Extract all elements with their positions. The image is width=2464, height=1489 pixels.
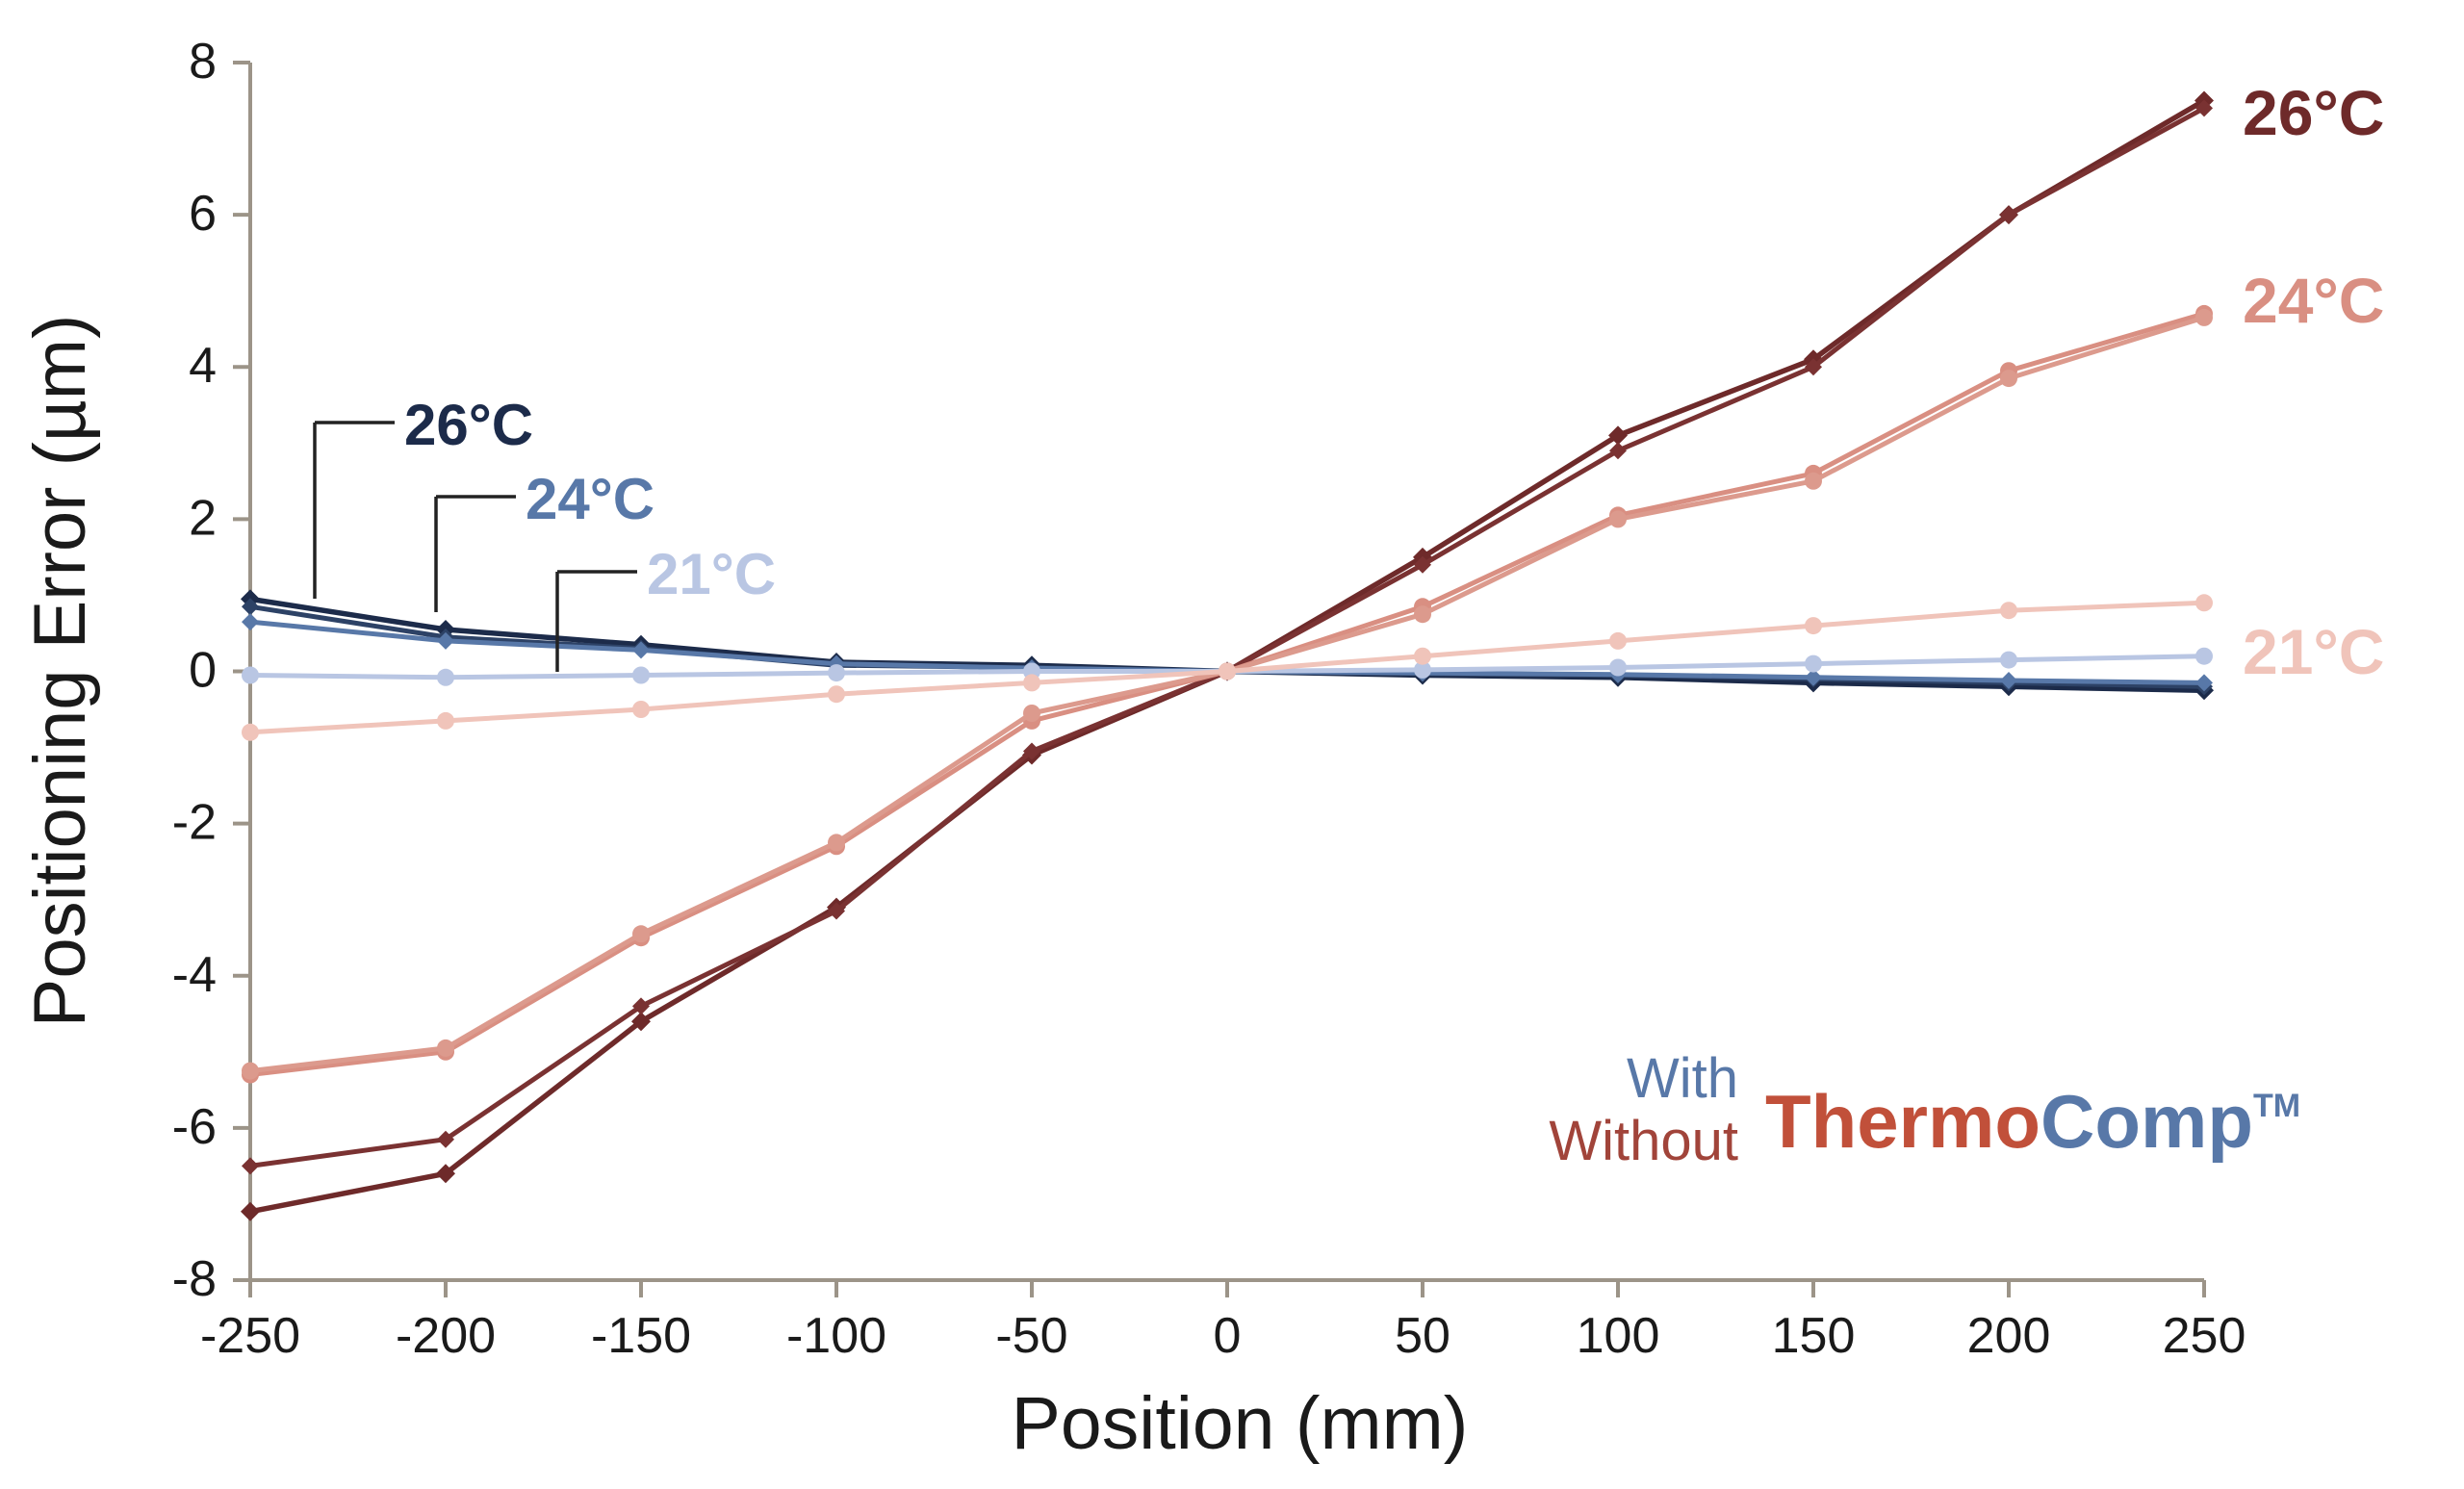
- svg-text:-6: -6: [172, 1099, 217, 1155]
- svg-text:2: 2: [189, 490, 217, 546]
- svg-text:Positioning Error (µm): Positioning Error (µm): [19, 315, 101, 1028]
- svg-text:-100: -100: [786, 1308, 886, 1364]
- svg-text:8: 8: [189, 34, 217, 90]
- svg-text:100: 100: [1577, 1308, 1660, 1364]
- svg-text:-250: -250: [200, 1308, 300, 1364]
- svg-text:21°C: 21°C: [647, 542, 776, 606]
- svg-text:50: 50: [1395, 1308, 1450, 1364]
- svg-text:24°C: 24°C: [2243, 265, 2384, 336]
- svg-text:-4: -4: [172, 947, 217, 1003]
- svg-text:4: 4: [189, 338, 217, 394]
- svg-text:26°C: 26°C: [404, 393, 533, 457]
- svg-text:6: 6: [189, 186, 217, 242]
- svg-text:200: 200: [1967, 1308, 2051, 1364]
- svg-text:26°C: 26°C: [2243, 77, 2384, 148]
- svg-text:-8: -8: [172, 1251, 217, 1307]
- svg-text:ThermoCompTM: ThermoCompTM: [1765, 1079, 2300, 1164]
- svg-text:21°C: 21°C: [2243, 616, 2384, 687]
- svg-text:0: 0: [189, 643, 217, 699]
- svg-text:With: With: [1627, 1047, 1738, 1110]
- svg-text:-150: -150: [591, 1308, 691, 1364]
- svg-text:250: 250: [2163, 1308, 2246, 1364]
- svg-text:-200: -200: [396, 1308, 496, 1364]
- svg-text:24°C: 24°C: [526, 467, 654, 531]
- svg-text:0: 0: [1214, 1308, 1242, 1364]
- svg-text:Without: Without: [1549, 1110, 1738, 1172]
- svg-text:150: 150: [1772, 1308, 1856, 1364]
- svg-text:-2: -2: [172, 795, 217, 851]
- svg-text:-50: -50: [995, 1308, 1067, 1364]
- svg-text:Position (mm): Position (mm): [1012, 1382, 1469, 1465]
